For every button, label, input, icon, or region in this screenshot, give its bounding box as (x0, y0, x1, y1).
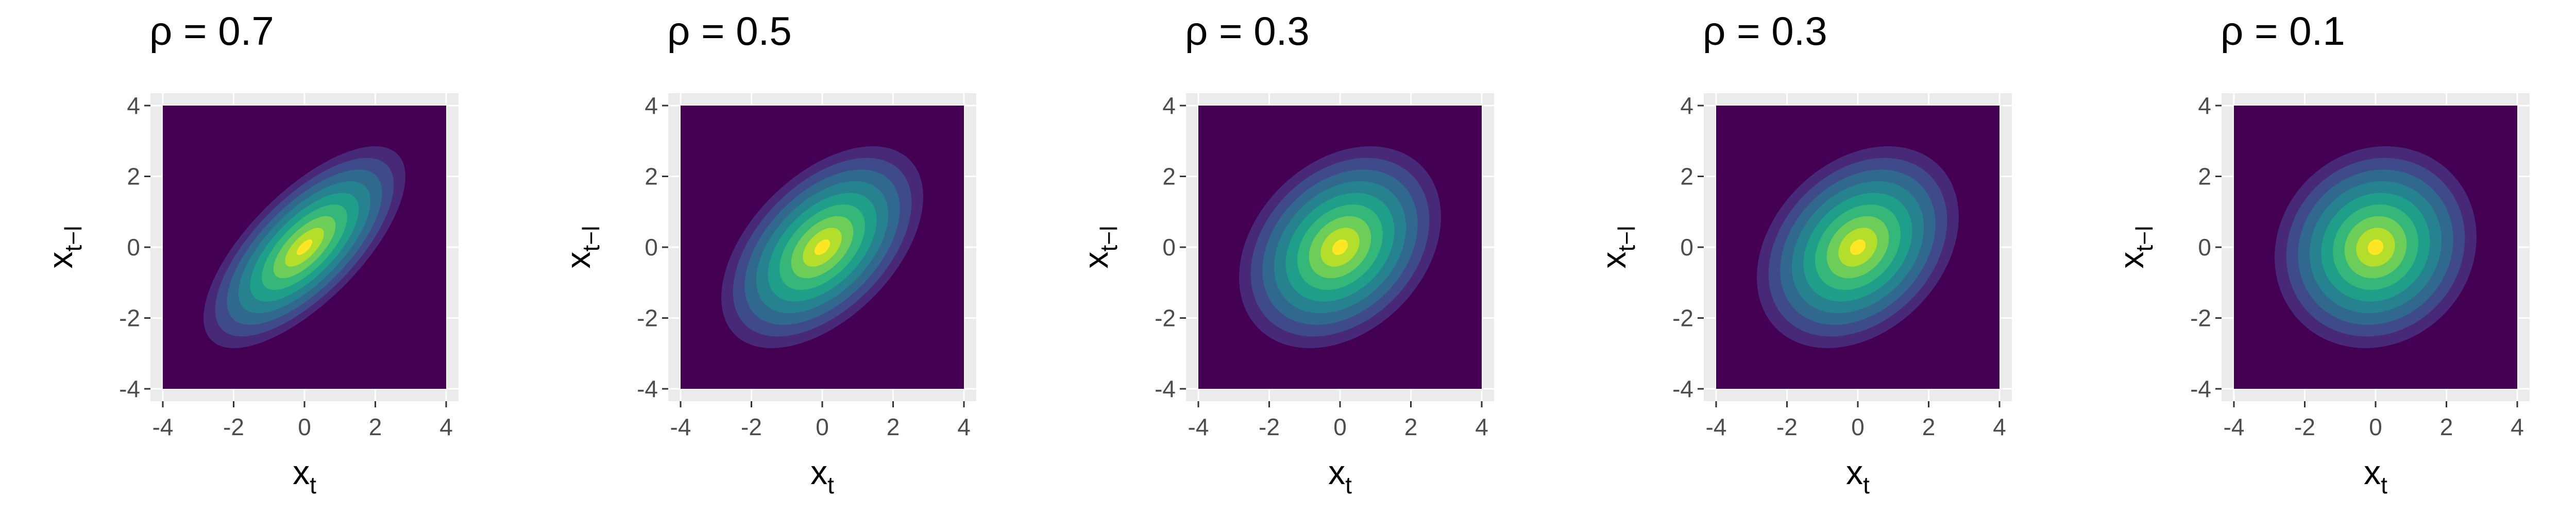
x-axis-label: xt (2364, 453, 2387, 499)
x-tick-label: 4 (439, 414, 453, 440)
x-tick-label: 0 (1333, 414, 1347, 440)
panel-1: ρ = 0.7 -4 -2 0 2 4 -4 -2 0 2 4 xt xt−l (0, 0, 515, 515)
x-tick-label: -2 (741, 414, 762, 440)
density-contour-band (1332, 239, 1348, 255)
y-tick-label: 4 (2198, 92, 2211, 119)
x-axis-label: xt (810, 453, 834, 499)
y-tick-label: -4 (1155, 375, 1176, 402)
x-tick-label: 4 (957, 414, 971, 440)
y-axis-label: xt−l (559, 226, 604, 269)
panel-5: ρ = 0.1 -4 -2 0 2 4 -4 -2 0 2 4 xt xt−l (2071, 0, 2576, 515)
chart-svg: -4 -2 0 2 4 -4 -2 0 2 4 xt xt−l (559, 92, 976, 499)
density-contour-band (2367, 239, 2384, 255)
x-tick-label: 4 (1475, 414, 1488, 440)
x-tick-label: 2 (887, 414, 900, 440)
x-tick-label: -2 (223, 414, 244, 440)
panel-title: ρ = 0.7 (149, 8, 274, 54)
x-tick-label: -4 (2224, 414, 2245, 440)
y-tick-label: -2 (1672, 305, 1693, 332)
y-tick-label: -2 (2190, 305, 2211, 332)
y-tick-label: -2 (119, 305, 140, 332)
panel-3: ρ = 0.3 -4 -2 0 2 4 -4 -2 0 2 4 xt xt−l (1036, 0, 1551, 515)
y-tick-label: 4 (1162, 92, 1176, 119)
panel-2: ρ = 0.5 -4 -2 0 2 4 -4 -2 0 2 4 xt xt−l (518, 0, 1033, 515)
y-tick-label: 2 (1680, 163, 1693, 190)
y-axis-label: xt−l (1595, 226, 1640, 269)
x-tick-label: 0 (816, 414, 829, 440)
x-tick-label: 2 (2440, 414, 2453, 440)
chart-svg: -4 -2 0 2 4 -4 -2 0 2 4 xt xt−l (1595, 92, 2012, 499)
x-tick-label: -2 (2294, 414, 2315, 440)
y-axis-label: xt−l (2112, 226, 2158, 269)
x-axis-label: xt (1846, 453, 1870, 499)
x-tick-label: -2 (1776, 414, 1798, 440)
y-tick-label: 0 (1680, 234, 1693, 261)
y-tick-label: -4 (2190, 375, 2211, 402)
x-tick-label: 2 (1404, 414, 1418, 440)
x-tick-label: 4 (2511, 414, 2524, 440)
y-tick-label: 2 (1162, 163, 1176, 190)
y-axis-label: xt−l (41, 226, 87, 269)
density-contour-band (1850, 239, 1866, 255)
y-tick-label: 4 (645, 92, 658, 119)
chart-svg: -4 -2 0 2 4 -4 -2 0 2 4 xt xt−l (1077, 92, 1494, 499)
panel-title: ρ = 0.1 (2221, 8, 2345, 54)
y-tick-label: -2 (1155, 305, 1176, 332)
x-tick-label: 2 (1922, 414, 1936, 440)
y-tick-label: 2 (2198, 163, 2211, 190)
x-axis-label: xt (293, 453, 316, 499)
x-tick-label: 0 (298, 414, 311, 440)
density-contour-band (296, 239, 313, 255)
y-axis-label: xt−l (1077, 226, 1122, 269)
chart-svg: -4 -2 0 2 4 -4 -2 0 2 4 xt xt−l (2112, 92, 2530, 499)
x-tick-label: -4 (152, 414, 174, 440)
panel-title: ρ = 0.5 (667, 8, 792, 54)
x-axis-label: xt (1328, 453, 1352, 499)
y-tick-label: 0 (2198, 234, 2211, 261)
y-tick-label: -4 (1672, 375, 1693, 402)
y-tick-label: 2 (127, 163, 140, 190)
x-tick-label: 4 (1993, 414, 2006, 440)
chart-svg: -4 -2 0 2 4 -4 -2 0 2 4 xt xt−l (41, 92, 459, 499)
y-tick-label: 2 (645, 163, 658, 190)
x-tick-label: -4 (1706, 414, 1727, 440)
x-tick-label: 2 (369, 414, 382, 440)
x-tick-label: -4 (1188, 414, 1209, 440)
y-tick-label: 0 (645, 234, 658, 261)
y-tick-label: -4 (637, 375, 658, 402)
panel-title: ρ = 0.3 (1703, 8, 1827, 54)
x-tick-label: 0 (1851, 414, 1865, 440)
x-tick-label: 0 (2369, 414, 2382, 440)
panel-4: ρ = 0.3 -4 -2 0 2 4 -4 -2 0 2 4 xt xt−l (1553, 0, 2069, 515)
y-tick-label: 0 (1162, 234, 1176, 261)
y-tick-label: 0 (127, 234, 140, 261)
y-tick-label: -2 (637, 305, 658, 332)
y-tick-label: 4 (127, 92, 140, 119)
density-contour-band (814, 239, 831, 255)
y-tick-label: -4 (119, 375, 140, 402)
x-tick-label: -4 (670, 414, 691, 440)
panel-title: ρ = 0.3 (1185, 8, 1310, 54)
x-tick-label: -2 (1259, 414, 1280, 440)
y-tick-label: 4 (1680, 92, 1693, 119)
